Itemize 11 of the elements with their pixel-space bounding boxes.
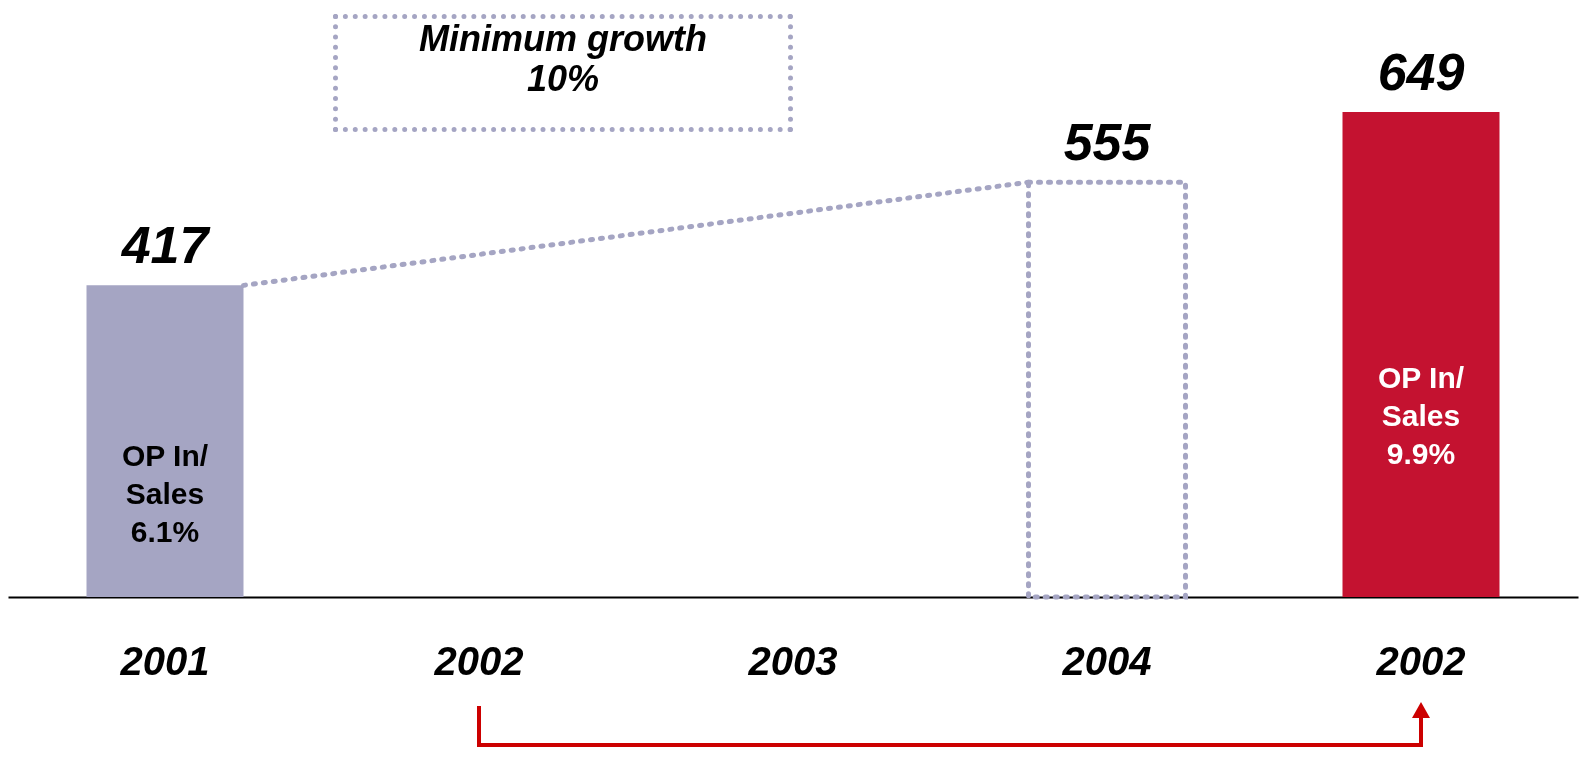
- x-tick-label: 2001: [119, 638, 210, 683]
- x-tick-label: 2004: [1061, 638, 1152, 683]
- data-label: 417: [120, 216, 211, 275]
- text: Minimum growth 10%: [333, 14, 793, 132]
- annotation: OP In/ Sales 9.9%: [1377, 360, 1465, 470]
- x-tick-label: 2003: [747, 638, 838, 683]
- x-tick-label: 2002: [433, 638, 524, 683]
- annotation: OP In/ Sales 6.1%: [121, 438, 209, 548]
- data-label: 555: [1063, 113, 1152, 172]
- x-tick-label: 2002: [1375, 638, 1466, 683]
- data-label: 649: [1377, 43, 1465, 101]
